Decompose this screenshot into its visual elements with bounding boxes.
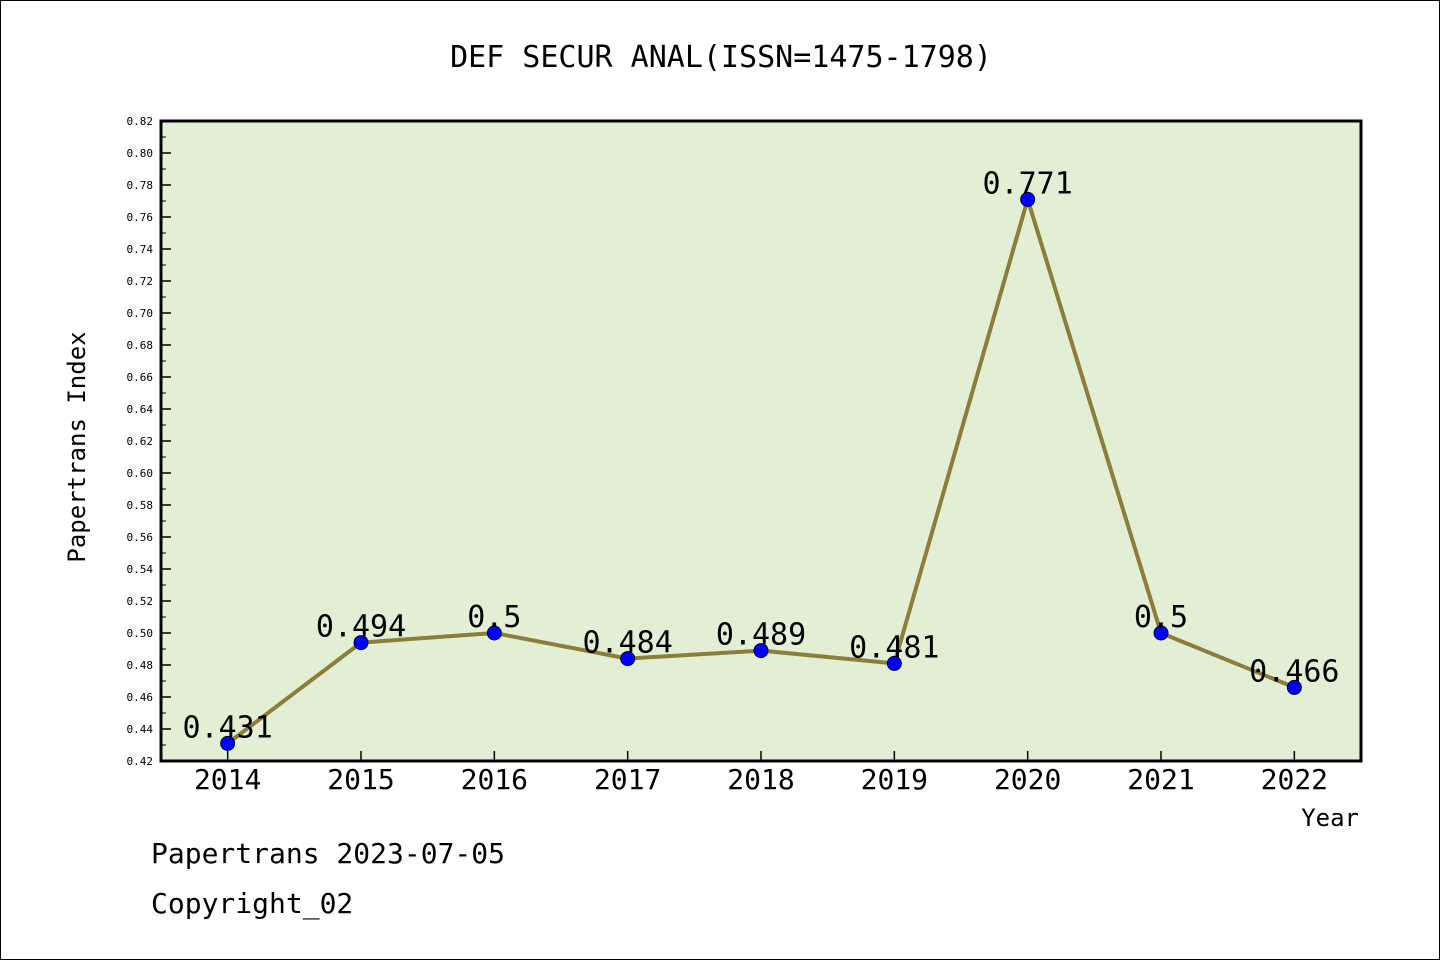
y-tick-label: 0.52 xyxy=(127,595,154,608)
x-tick-label: 2021 xyxy=(1127,763,1194,796)
data-point-marker xyxy=(753,643,769,659)
data-label: 0.481 xyxy=(849,630,939,665)
y-tick-label: 0.48 xyxy=(127,659,154,672)
y-tick-label: 0.42 xyxy=(127,755,154,768)
data-label: 0.494 xyxy=(316,610,406,645)
chart-title: DEF SECUR ANAL(ISSN=1475-1798) xyxy=(450,40,992,75)
x-axis: 2014 2015 2016 2017 2018 2019 2020 2021 2022 xyxy=(194,751,1328,796)
x-tick-label: 2015 xyxy=(327,763,394,796)
plot-area xyxy=(159,119,1363,763)
y-tick-label: 0.74 xyxy=(127,243,154,256)
y-tick-label: 0.62 xyxy=(127,435,154,448)
data-point-marker xyxy=(1153,625,1169,641)
data-label: 0.771 xyxy=(983,166,1073,201)
data-point-marker xyxy=(620,651,636,667)
y-tick-label: 0.80 xyxy=(127,147,154,160)
y-tick-label: 0.82 xyxy=(127,115,154,128)
footer-date: Papertrans 2023-07-05 xyxy=(151,837,506,870)
y-tick-label: 0.68 xyxy=(127,339,154,352)
y-tick-label: 0.54 xyxy=(127,563,154,576)
data-point-marker xyxy=(886,655,902,671)
y-tick-label: 0.50 xyxy=(127,627,154,640)
y-tick-label: 0.78 xyxy=(127,179,154,192)
y-tick-label: 0.66 xyxy=(127,371,154,384)
data-point-marker xyxy=(353,635,369,651)
x-tick-label: 2022 xyxy=(1261,763,1328,796)
data-point-marker xyxy=(1286,679,1302,695)
x-tick-label: 2018 xyxy=(727,763,794,796)
y-axis-label: Papertrans Index xyxy=(63,331,91,562)
x-axis-label: Year xyxy=(1301,804,1359,832)
data-label: 0.466 xyxy=(1249,654,1339,689)
x-tick-label: 2019 xyxy=(861,763,928,796)
y-tick-label: 0.76 xyxy=(127,211,154,224)
footer-copyright: Copyright_02 xyxy=(151,887,354,920)
data-label: 0.431 xyxy=(183,710,273,745)
y-tick-label: 0.46 xyxy=(127,691,154,704)
y-tick-label: 0.72 xyxy=(127,275,154,288)
series-papertrans-index: 0.431 0.494 0.5 0.484 0.489 0.481 0.771 0.5 0.46… xyxy=(183,166,1339,751)
x-tick-label: 2020 xyxy=(994,763,1061,796)
x-tick-label: 2017 xyxy=(594,763,661,796)
x-tick-label: 2014 xyxy=(194,763,261,796)
x-tick-label: 2016 xyxy=(461,763,528,796)
y-tick-label: 0.44 xyxy=(127,723,154,736)
data-label: 0.5 xyxy=(467,600,521,635)
y-tick-label: 0.60 xyxy=(127,467,154,480)
y-tick-label: 0.64 xyxy=(127,403,154,416)
y-tick-label: 0.56 xyxy=(127,531,154,544)
data-label: 0.5 xyxy=(1134,600,1188,635)
data-point-marker xyxy=(220,735,236,751)
y-tick-label: 0.70 xyxy=(127,307,154,320)
data-point-marker xyxy=(1020,191,1036,207)
data-point-marker xyxy=(486,625,502,641)
data-label: 0.489 xyxy=(716,618,806,653)
y-axis: 0.42 0.44 0.46 0.48 0.50 0.52 0.54 0.56 0.58 0.60… xyxy=(127,115,171,768)
y-tick-label: 0.58 xyxy=(127,499,154,512)
data-label: 0.484 xyxy=(583,626,673,661)
